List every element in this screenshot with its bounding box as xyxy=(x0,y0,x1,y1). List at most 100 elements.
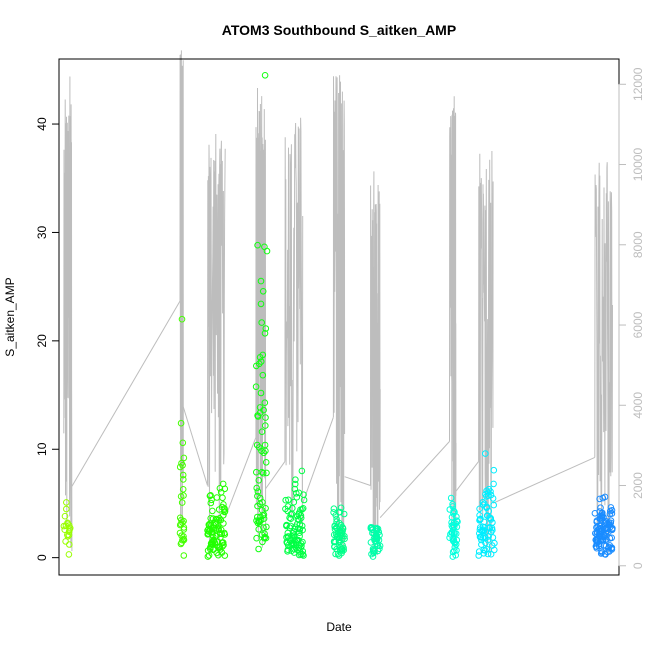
data-point xyxy=(604,525,612,533)
line-connector xyxy=(492,456,595,504)
data-point xyxy=(341,532,348,540)
y2-tick-label: 2000 xyxy=(631,472,645,499)
data-point xyxy=(179,439,187,447)
data-point xyxy=(483,545,491,553)
data-point xyxy=(253,534,260,542)
data-point xyxy=(206,492,214,500)
data-point xyxy=(63,505,70,513)
data-point xyxy=(259,371,267,379)
data-point xyxy=(257,300,265,308)
data-point xyxy=(296,532,303,540)
data-point xyxy=(338,545,346,553)
y-tick-label: 10 xyxy=(35,442,49,456)
data-point xyxy=(61,526,68,534)
line-segment-2 xyxy=(207,133,226,558)
data-point xyxy=(176,529,184,537)
data-point xyxy=(330,505,338,513)
data-point xyxy=(476,512,483,519)
data-point xyxy=(336,527,343,535)
data-point xyxy=(598,511,606,519)
data-point xyxy=(260,515,268,522)
data-point xyxy=(262,459,270,466)
data-point xyxy=(254,488,262,495)
data-point xyxy=(62,538,69,545)
data-point xyxy=(479,498,487,506)
y-axis: 0 10 20 30 40 xyxy=(35,117,60,561)
data-point xyxy=(255,545,262,553)
data-point xyxy=(259,351,267,359)
data-point xyxy=(336,538,344,546)
data-point xyxy=(597,504,604,512)
line-segment-0 xyxy=(63,76,73,552)
data-point xyxy=(453,536,461,544)
data-point xyxy=(261,330,269,337)
data-point xyxy=(258,428,266,436)
line-connector xyxy=(182,406,208,486)
data-point xyxy=(178,315,186,323)
y2-tick-label: 0 xyxy=(631,562,645,569)
data-point xyxy=(256,494,264,502)
data-point xyxy=(63,499,70,506)
data-point xyxy=(291,480,299,488)
data-point xyxy=(451,547,458,555)
data-point xyxy=(176,463,184,471)
data-point xyxy=(606,510,614,518)
chart-title: ATOM3 Southbound S_aitken_AMP xyxy=(222,22,456,38)
data-point xyxy=(260,449,268,457)
data-point xyxy=(258,468,266,476)
data-point xyxy=(476,505,483,513)
data-point xyxy=(490,466,498,474)
data-point xyxy=(487,550,495,558)
data-point xyxy=(253,441,261,449)
data-point xyxy=(180,476,187,483)
y-tick-label: 30 xyxy=(35,225,49,239)
data-point xyxy=(593,530,601,538)
y2-tick-label: 10000 xyxy=(631,148,645,182)
data-point xyxy=(286,524,293,531)
data-point xyxy=(290,498,298,506)
data-point xyxy=(489,534,497,541)
data-point xyxy=(293,493,301,501)
data-point xyxy=(209,507,216,515)
data-point xyxy=(479,523,487,531)
data-point xyxy=(334,550,342,558)
data-point xyxy=(486,514,494,521)
data-point xyxy=(292,541,300,549)
y2-tick-label: 8000 xyxy=(631,231,645,258)
data-point xyxy=(485,507,493,515)
data-point xyxy=(284,507,292,515)
data-point xyxy=(476,533,484,541)
data-point xyxy=(297,550,305,558)
data-point xyxy=(490,501,498,509)
data-point xyxy=(259,469,267,477)
data-point xyxy=(296,541,303,549)
data-point xyxy=(177,419,185,427)
data-point xyxy=(219,494,226,502)
data-point xyxy=(340,510,348,518)
data-point xyxy=(254,241,261,249)
data-point xyxy=(210,545,218,553)
line-connector xyxy=(71,300,181,487)
data-point xyxy=(449,500,456,508)
data-point xyxy=(331,543,338,550)
data-point xyxy=(208,496,215,504)
data-point xyxy=(177,493,185,500)
data-point xyxy=(376,542,384,550)
secondary-line-series xyxy=(63,50,613,558)
data-point xyxy=(453,517,461,525)
data-point xyxy=(180,454,188,462)
data-point xyxy=(261,534,268,542)
data-point xyxy=(221,531,229,538)
data-point xyxy=(596,495,603,503)
line-segment-8 xyxy=(478,150,494,556)
data-point xyxy=(606,542,614,549)
data-point xyxy=(449,548,457,556)
data-point xyxy=(260,524,267,531)
data-point xyxy=(370,549,377,557)
y2-tick-label: 4000 xyxy=(631,392,645,419)
data-point xyxy=(212,519,219,527)
data-point xyxy=(333,518,340,526)
data-point xyxy=(262,414,269,421)
line-connector xyxy=(379,441,450,518)
data-point xyxy=(607,517,615,525)
